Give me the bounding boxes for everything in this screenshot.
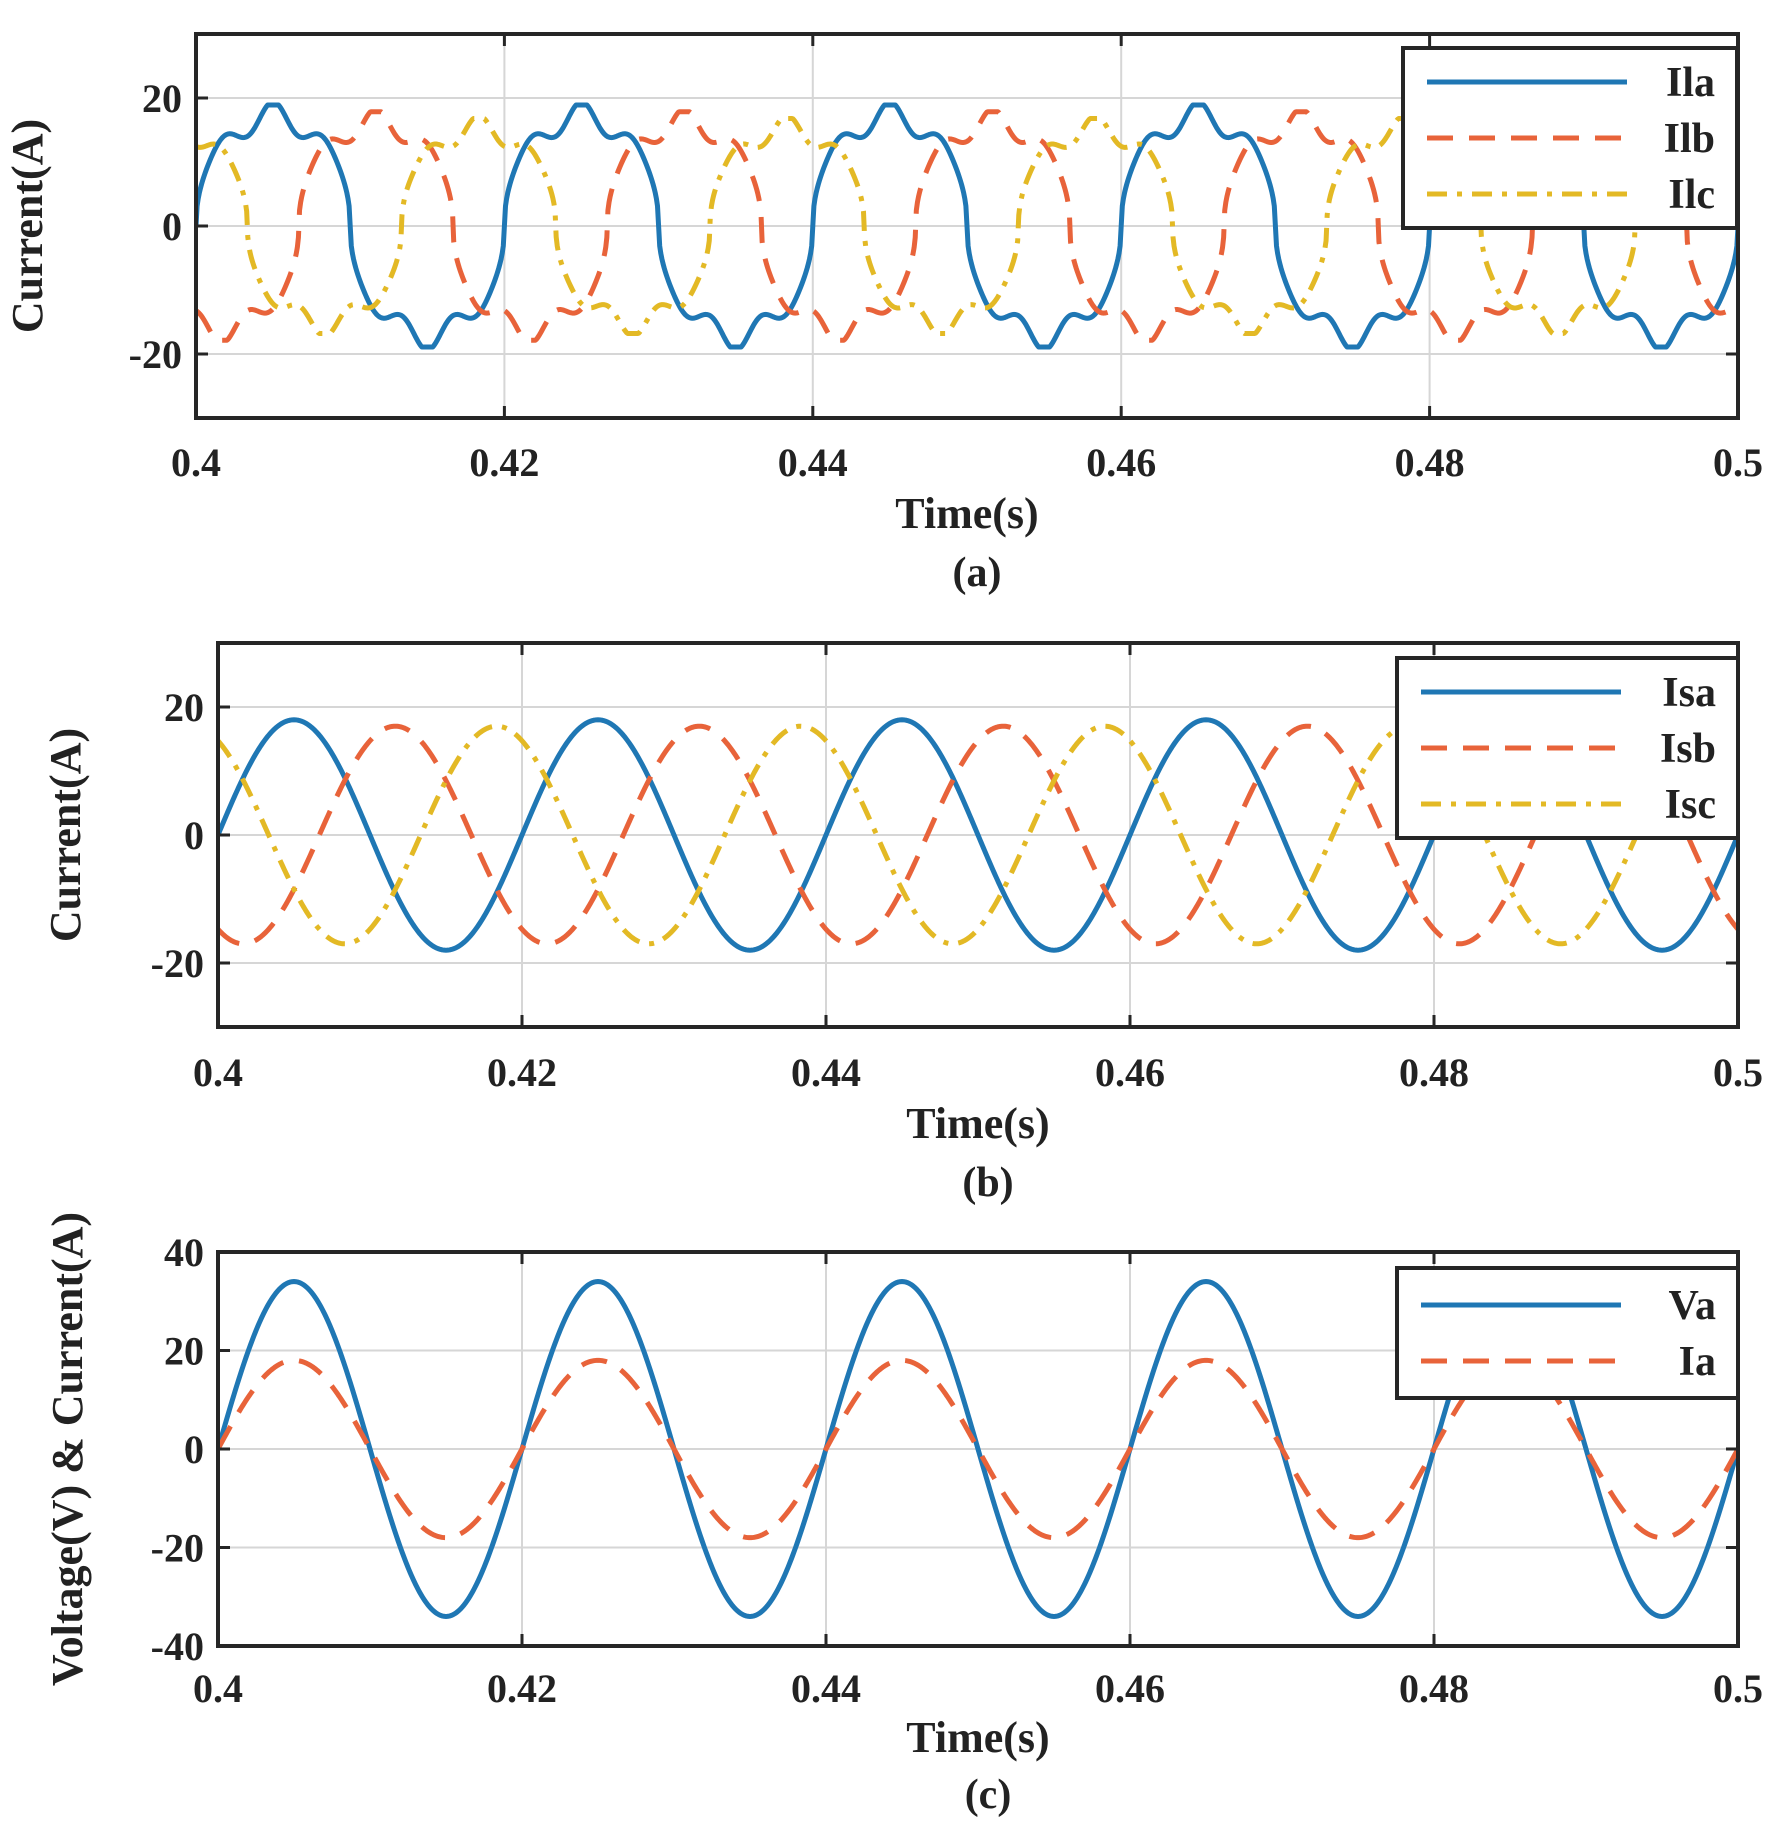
chart-b: 0.4 0.42 0.44 0.46 0.48 0.5 -20 0 20 Time(s) Curre… — [41, 641, 1763, 1206]
y-axis-label: Current(A) — [3, 119, 52, 333]
y-tick-label: -20 — [129, 332, 182, 377]
y-tick-label: 20 — [164, 685, 204, 730]
y-axis-label: Current(A) — [41, 728, 90, 942]
y-tick-label: 0 — [162, 204, 182, 249]
chart-a: 0.4 0.42 0.44 0.46 0.48 0.5 -20 0 20 Time(s) Curre… — [3, 32, 1763, 596]
y-tick-label: -20 — [151, 1526, 204, 1571]
x-tick-label: 0.44 — [791, 1666, 861, 1711]
series-line-isb — [218, 723, 1738, 947]
x-tick-label: 0.5 — [1713, 1050, 1763, 1095]
subplot-label: (b) — [962, 1160, 1013, 1206]
x-tick-label: 0.48 — [1399, 1666, 1469, 1711]
legend-label-ia: Ia — [1679, 1339, 1716, 1385]
y-tick-label: 40 — [164, 1230, 204, 1275]
series-line-ilb — [196, 109, 1738, 343]
legend: Va Ia — [1395, 1266, 1740, 1400]
chart-c: 0.4 0.42 0.44 0.46 0.48 0.5 -40 -20 0 20 40 Time(s)… — [43, 1212, 1763, 1818]
x-tick-label: 0.46 — [1086, 440, 1156, 485]
x-tick-label: 0.5 — [1713, 440, 1763, 485]
legend-label-ila: Ila — [1666, 60, 1715, 106]
x-tick-label: 0.4 — [171, 440, 221, 485]
legend-box — [1395, 1266, 1740, 1400]
legend-label-va: Va — [1669, 1283, 1716, 1329]
legend-label-isa: Isa — [1662, 670, 1716, 716]
y-tick-label: 0 — [184, 1427, 204, 1472]
x-tick-label: 0.42 — [487, 1666, 557, 1711]
legend-label-ilc: Ilc — [1668, 172, 1715, 218]
x-axis-label: Time(s) — [895, 489, 1038, 538]
y-tick-label: -40 — [151, 1624, 204, 1669]
legend: Ila Ilb Ilc — [1401, 46, 1739, 230]
x-tick-label: 0.46 — [1095, 1666, 1165, 1711]
legend-label-ilb: Ilb — [1664, 116, 1715, 162]
x-tick-label: 0.44 — [778, 440, 848, 485]
x-tick-label: 0.46 — [1095, 1050, 1165, 1095]
legend: Isa Isb Isc — [1395, 656, 1740, 840]
y-tick-label: 0 — [184, 813, 204, 858]
x-tick-label: 0.48 — [1399, 1050, 1469, 1095]
subplot-label: (c) — [965, 1772, 1012, 1818]
x-axis-label: Time(s) — [906, 1099, 1049, 1148]
y-tick-label: -20 — [151, 941, 204, 986]
x-axis-label: Time(s) — [906, 1713, 1049, 1762]
subplot-label: (a) — [953, 550, 1002, 596]
x-tick-label: 0.4 — [193, 1050, 243, 1095]
legend-label-isc: Isc — [1665, 782, 1716, 828]
x-tick-label: 0.42 — [487, 1050, 557, 1095]
y-tick-label: 20 — [142, 76, 182, 121]
legend-box — [1395, 656, 1740, 840]
x-tick-label: 0.5 — [1713, 1666, 1763, 1711]
legend-label-isb: Isb — [1660, 726, 1716, 772]
y-tick-label: 20 — [164, 1329, 204, 1374]
y-axis-label: Voltage(V) & Current(A) — [43, 1212, 92, 1686]
x-tick-label: 0.48 — [1395, 440, 1465, 485]
x-tick-label: 0.4 — [193, 1666, 243, 1711]
x-tick-label: 0.44 — [791, 1050, 861, 1095]
x-tick-label: 0.42 — [469, 440, 539, 485]
